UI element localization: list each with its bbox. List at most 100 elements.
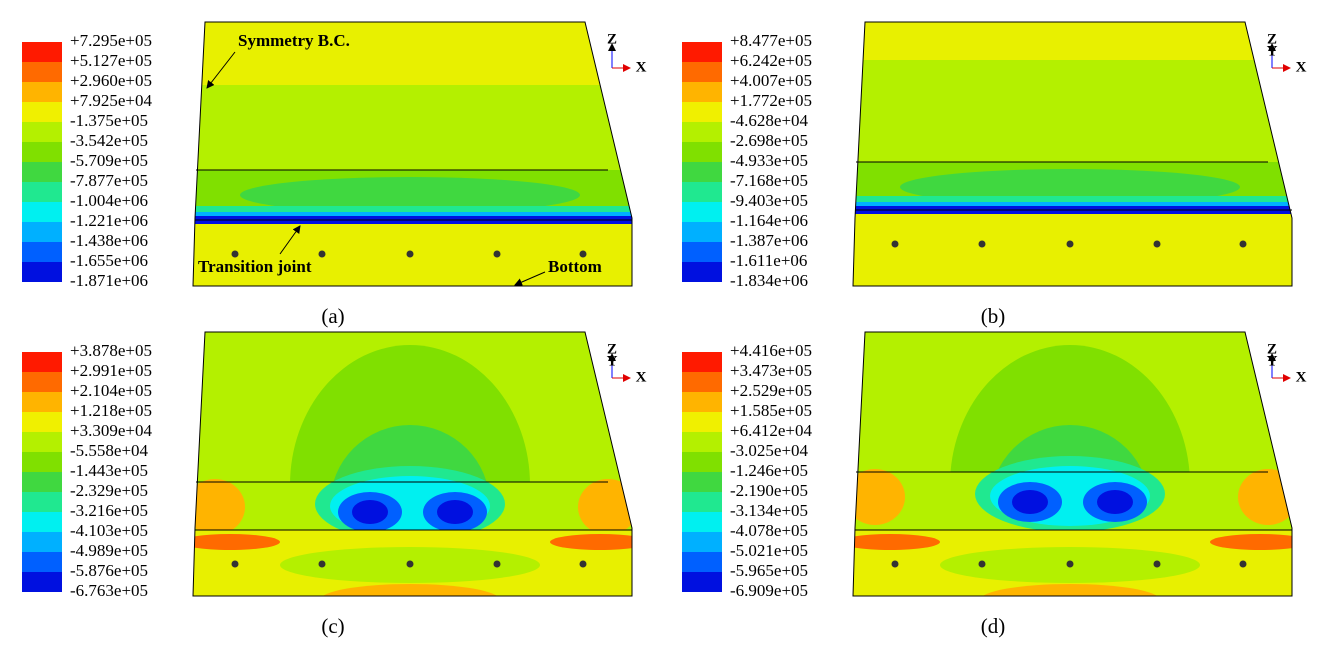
axis-label: X	[636, 369, 647, 385]
axis-label: Z	[607, 341, 617, 357]
caption: (b)	[981, 304, 1006, 328]
node-marker	[318, 250, 326, 258]
contour-region	[320, 584, 500, 596]
node-marker	[318, 560, 326, 568]
caption: (d)	[981, 614, 1006, 638]
legend-label: -1.221e+06	[70, 211, 148, 230]
legend-label: -3.216e+05	[70, 501, 148, 520]
axis-label: Y	[607, 353, 618, 369]
node-marker	[978, 560, 986, 568]
panel: +7.295e+05+5.127e+05+2.960e+05+7.925e+04…	[22, 21, 647, 328]
contour-plot	[193, 332, 632, 596]
legend-label: +6.242e+05	[730, 51, 812, 70]
legend-label: +2.960e+05	[70, 71, 152, 90]
legend-swatch	[682, 432, 722, 452]
legend-swatch	[22, 352, 62, 372]
node-marker	[406, 250, 414, 258]
legend-label: +3.473e+05	[730, 361, 812, 380]
contour-plot	[193, 22, 632, 286]
legend-label: -2.190e+05	[730, 481, 808, 500]
legend-label: -1.611e+06	[730, 251, 807, 270]
node-marker	[406, 560, 414, 568]
legend-swatch	[682, 472, 722, 492]
annotation-arrow	[514, 271, 546, 286]
legend-swatch	[22, 162, 62, 182]
legend-label: -2.698e+05	[730, 131, 808, 150]
legend-swatch	[22, 572, 62, 592]
legend-swatch	[22, 372, 62, 392]
legend-swatch	[22, 532, 62, 552]
contour-region	[193, 534, 280, 550]
legend: +3.878e+05+2.991e+05+2.104e+05+1.218e+05…	[22, 341, 152, 600]
node-marker	[1239, 240, 1247, 248]
legend: +7.295e+05+5.127e+05+2.960e+05+7.925e+04…	[22, 31, 152, 290]
legend-label: -5.021e+05	[730, 541, 808, 560]
axis-label: Z	[1267, 341, 1277, 357]
contour-region	[1097, 490, 1133, 514]
legend-label: +6.412e+04	[730, 421, 812, 440]
panel: +8.477e+05+6.242e+05+4.007e+05+1.772e+05…	[682, 21, 1307, 328]
legend-swatch	[22, 42, 62, 62]
contour-band	[193, 212, 632, 216]
legend-swatch	[682, 42, 722, 62]
node-marker	[231, 560, 239, 568]
legend-label: +2.991e+05	[70, 361, 152, 380]
legend-swatch	[22, 432, 62, 452]
annotation: Symmetry B.C.	[238, 31, 350, 50]
legend-swatch	[682, 162, 722, 182]
legend-swatch	[22, 202, 62, 222]
legend-swatch	[22, 472, 62, 492]
contour-band	[853, 196, 1292, 202]
legend-label: +3.878e+05	[70, 341, 152, 360]
node-marker	[1066, 560, 1074, 568]
legend-label: +7.295e+05	[70, 31, 152, 50]
legend-swatch	[682, 352, 722, 372]
legend-swatch	[682, 572, 722, 592]
node-marker	[978, 240, 986, 248]
legend-swatch	[22, 182, 62, 202]
legend-label: +5.127e+05	[70, 51, 152, 70]
legend-swatch	[22, 392, 62, 412]
node-marker	[1153, 240, 1161, 248]
legend-label: -7.168e+05	[730, 171, 808, 190]
annotation: Bottom	[548, 257, 602, 276]
caption: (c)	[321, 614, 344, 638]
legend-swatch	[682, 62, 722, 82]
contour-band	[853, 202, 1292, 206]
contour-band	[853, 60, 1292, 162]
legend-swatch	[682, 452, 722, 472]
legend-label: -7.877e+05	[70, 171, 148, 190]
legend-label: +2.529e+05	[730, 381, 812, 400]
axis-label: Z	[1267, 31, 1277, 47]
legend-label: -4.628e+04	[730, 111, 809, 130]
legend-label: +7.925e+04	[70, 91, 152, 110]
node-marker	[1153, 560, 1161, 568]
block-outline	[852, 21, 1293, 287]
contour-band	[193, 85, 632, 170]
legend-swatch	[682, 182, 722, 202]
legend-label: -1.387e+06	[730, 231, 808, 250]
legend-swatch	[22, 82, 62, 102]
legend-label: -5.965e+05	[730, 561, 808, 580]
legend-swatch	[22, 262, 62, 282]
panel: +3.878e+05+2.991e+05+2.104e+05+1.218e+05…	[22, 331, 647, 638]
contour-band	[853, 214, 1292, 286]
legend-swatch	[22, 122, 62, 142]
legend-swatch	[22, 412, 62, 432]
legend-swatch	[22, 452, 62, 472]
legend-label: -4.103e+05	[70, 521, 148, 540]
contour-region	[578, 479, 632, 535]
legend-label: -5.876e+05	[70, 561, 148, 580]
contour-region	[437, 500, 473, 524]
legend-label: -4.078e+05	[730, 521, 808, 540]
axis-label: X	[1296, 369, 1307, 385]
node-marker	[1239, 560, 1247, 568]
legend-label: +4.007e+05	[730, 71, 812, 90]
legend-swatch	[682, 202, 722, 222]
legend-label: +1.585e+05	[730, 401, 812, 420]
legend-label: -5.558e+04	[70, 441, 149, 460]
node-marker	[891, 560, 899, 568]
legend-swatch	[22, 242, 62, 262]
legend-label: -1.871e+06	[70, 271, 148, 290]
legend-label: -3.025e+04	[730, 441, 809, 460]
